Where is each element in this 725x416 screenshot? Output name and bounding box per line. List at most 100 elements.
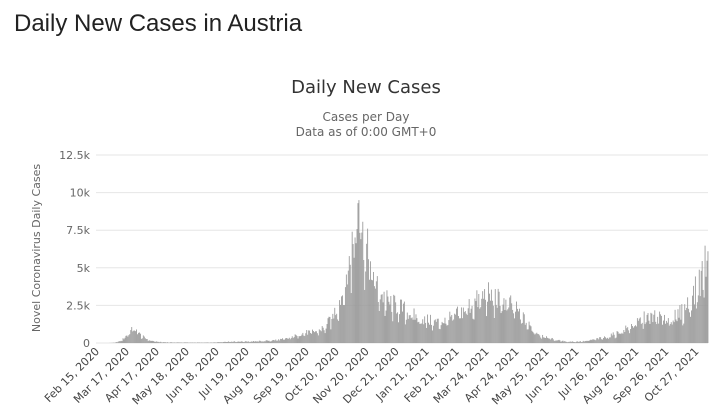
bar [521,322,523,343]
bar [487,301,488,343]
bar [653,314,655,343]
bar [136,329,137,343]
bar [688,308,690,343]
bar [535,333,537,343]
bar [285,338,286,343]
bar [675,319,677,343]
bar [618,333,620,343]
bar [434,319,436,343]
bar [501,311,503,343]
bar [616,331,618,343]
bar [279,340,281,343]
bar [571,341,573,343]
bar [424,316,426,343]
bar [669,323,671,343]
bar [585,340,587,343]
bar [550,338,552,343]
bar [233,341,235,343]
bar [127,336,129,343]
bar [429,324,430,343]
bar [292,338,294,343]
bar [474,298,476,343]
bar [697,295,699,343]
bar [646,314,648,343]
bar [121,341,123,343]
bar [520,323,522,343]
bar [598,339,600,343]
bar [170,342,172,343]
bar [428,322,429,343]
bar [316,333,318,343]
bar [483,298,485,343]
bar [546,336,547,343]
bar [480,307,482,343]
bar [242,341,244,343]
bar [302,332,304,343]
bar [519,319,521,343]
bar [431,324,432,343]
bar [620,334,622,343]
bar [401,299,402,343]
bar [407,318,409,343]
bar [283,339,284,343]
bar [320,331,322,343]
bar [356,229,358,343]
bar [389,304,391,343]
bar [351,231,353,343]
bar [621,332,623,343]
bar [700,270,702,343]
bar [473,319,475,343]
bar [640,324,642,343]
bar [693,285,694,343]
bar [153,341,155,343]
bar [692,295,693,343]
bar [217,342,219,343]
bar [314,332,315,343]
bar [303,335,305,343]
bar [340,304,341,343]
chart-subtitle-line1: Cases per Day [323,110,410,124]
bar [198,342,200,343]
bar [216,342,218,343]
bar [161,342,163,343]
bar [465,313,467,343]
bar [662,324,663,343]
bar [693,304,695,343]
bar [681,304,683,343]
bar [577,341,579,343]
bar [701,261,703,343]
bar [596,338,598,343]
bar [123,339,125,343]
bar [219,342,221,343]
bar [599,337,601,343]
bar [489,300,491,343]
bar [156,341,158,343]
bar [381,294,383,343]
bar [230,341,232,343]
bar [683,323,685,343]
bar [384,315,386,343]
bar [438,328,440,343]
bar [272,339,274,343]
bar [667,318,669,343]
bar [448,320,450,343]
bar [237,341,239,343]
bar [628,330,630,343]
bar [518,308,520,343]
bar [259,340,261,343]
bar [224,341,225,343]
bar [207,342,209,343]
bar [399,314,400,343]
bar [260,341,262,343]
bar [377,302,379,343]
bar [253,341,254,343]
bar [247,341,249,343]
bar [271,340,273,343]
bar [630,329,632,343]
bar [510,295,512,343]
bar [582,340,584,343]
bar [266,340,268,343]
bar [609,337,611,343]
bar [493,318,495,343]
bar [440,325,442,343]
